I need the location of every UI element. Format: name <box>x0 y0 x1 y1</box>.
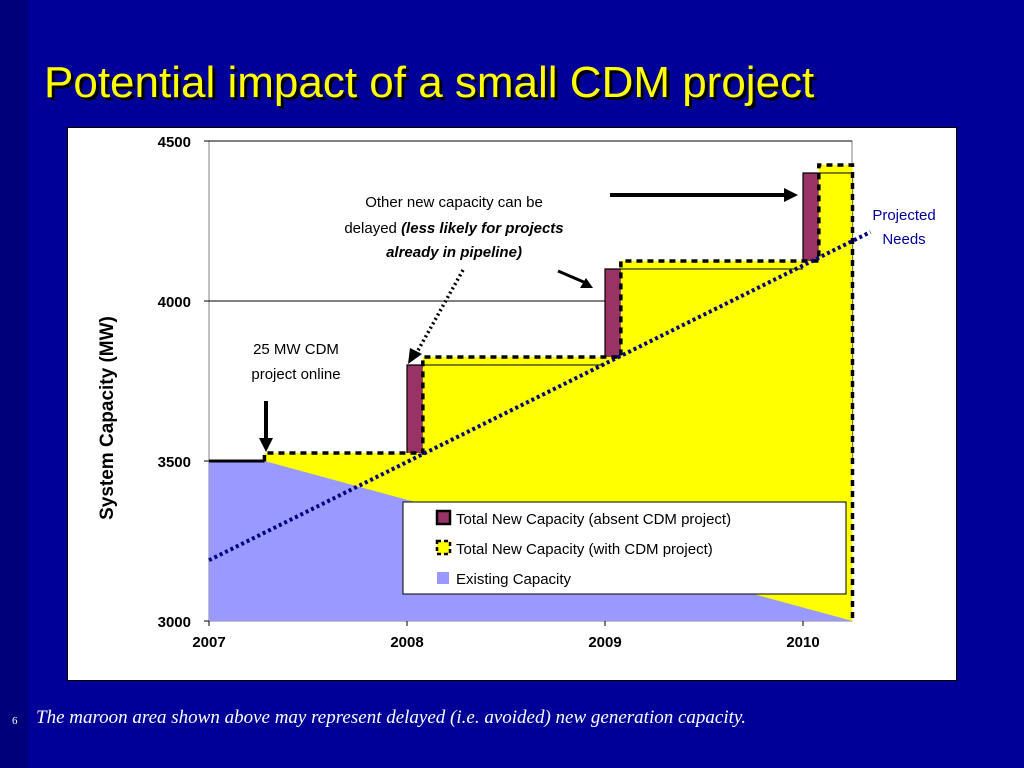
arrowhead-2009-step <box>580 278 593 288</box>
x-tick-label: 2008 <box>390 634 423 651</box>
left-border-strip <box>0 0 28 768</box>
annotation-delayed-line2: delayed (less likely for projects <box>344 220 563 237</box>
x-tick-label: 2010 <box>786 634 819 651</box>
chart-panel: 3000 3500 4000 4500 2007 2008 2009 2010 System C… <box>67 127 957 681</box>
annotation-delayed-line1: Other new capacity can be <box>365 194 543 211</box>
annotation-delayed-line3: already in pipeline) <box>386 244 522 261</box>
legend-label-with: Total New Capacity (with CDM project) <box>456 541 713 558</box>
legend-swatch-absent <box>435 509 452 526</box>
y-tick-label: 3000 <box>158 614 191 631</box>
footnote: The maroon area shown above may represen… <box>36 707 747 728</box>
projected-needs-label-line1: Projected <box>872 207 935 224</box>
arrowhead-cdm-online <box>259 438 273 452</box>
y-axis-label: System Capacity (MW) <box>97 316 118 520</box>
arrowhead-2010-step <box>784 188 798 202</box>
arrowhead-delayed-dotted <box>408 348 422 364</box>
x-tick-label: 2009 <box>588 634 621 651</box>
arrow-2009-step <box>557 269 587 285</box>
slide-number: 6 <box>12 715 18 727</box>
slide-title: Potential impact of a small CDM project <box>44 58 815 107</box>
annotation-cdm-online-line2: project online <box>251 366 340 383</box>
capacity-chart: 3000 3500 4000 4500 2007 2008 2009 2010 System C… <box>97 134 936 651</box>
legend-swatch-existing <box>437 572 449 584</box>
legend-swatch-with <box>435 539 452 556</box>
y-tick-label: 4000 <box>158 294 191 311</box>
y-tick-label: 3500 <box>158 454 191 471</box>
legend-box <box>402 501 847 595</box>
annotation-delayed-plain: delayed <box>344 220 401 237</box>
arrow-delayed-dotted <box>414 269 465 355</box>
annotation-delayed-italic: (less likely for projects <box>401 220 564 237</box>
with-cdm-outline <box>262 163 855 621</box>
x-tick-label: 2007 <box>192 634 225 651</box>
projected-needs-label-line2: Needs <box>882 231 925 248</box>
legend-label-absent: Total New Capacity (absent CDM project) <box>456 511 731 528</box>
legend-label-existing: Existing Capacity <box>456 571 572 588</box>
annotation-cdm-online-line1: 25 MW CDM <box>253 341 339 358</box>
y-tick-label: 4500 <box>158 134 191 151</box>
